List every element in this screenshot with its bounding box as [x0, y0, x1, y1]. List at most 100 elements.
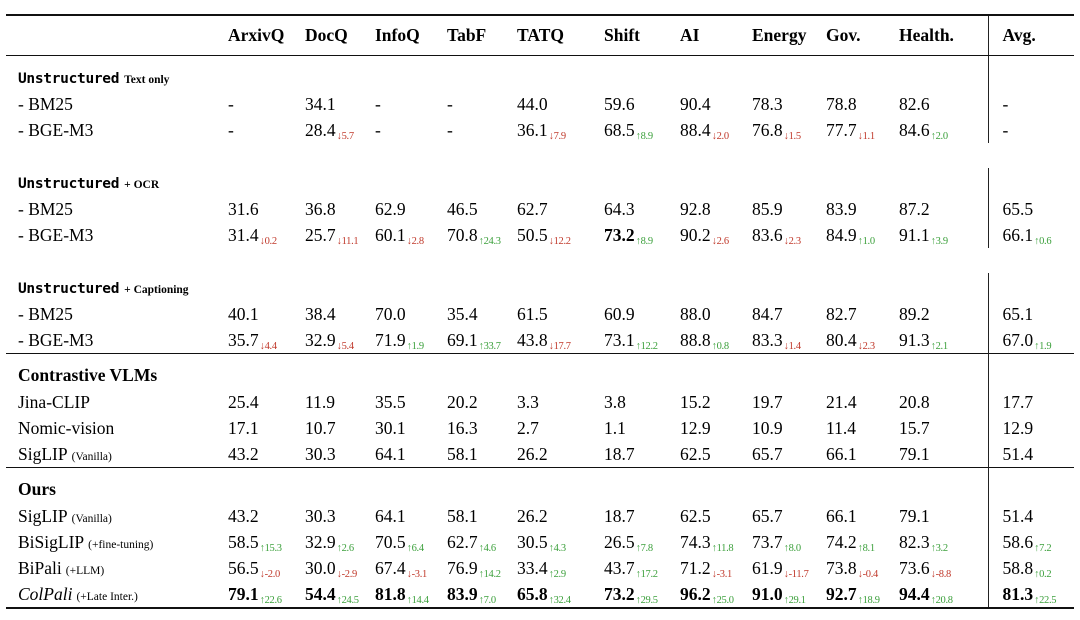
metric-value: 34.1 [305, 93, 336, 114]
value-cell-docq: 30.0↓-2.9 [305, 555, 375, 581]
metric-value: 68.5 [604, 119, 635, 140]
row-label: Jina-CLIP [18, 391, 90, 412]
metric-value: 62.7 [517, 198, 548, 219]
table-row: SigLIP (Vanilla) 43.2 30.3 64.1 58.1 26.2 18.7 6… [6, 503, 1074, 529]
column-header-tabf: TabF [447, 15, 517, 56]
value-cell-gov: 83.9 [826, 196, 899, 222]
spacer-row [6, 248, 1074, 273]
metric-value: 25.7 [305, 224, 336, 245]
empty-cell [517, 56, 604, 92]
value-cell-arxivq: 40.1 [228, 301, 305, 327]
metric-value: 73.8 [826, 557, 857, 578]
metric-value: 88.8 [680, 329, 711, 350]
empty-cell [447, 354, 517, 390]
delta-up-badge: ↑1.9 [1034, 341, 1052, 352]
row-label-cell: SigLIP (Vanilla) [6, 441, 228, 468]
column-header-arxivq: ArxivQ [228, 15, 305, 56]
delta-up-badge: ↑8.1 [857, 543, 875, 554]
empty-cell [752, 56, 826, 92]
value-cell-energy: 61.9↓-11.7 [752, 555, 826, 581]
value-cell-health: 79.1 [899, 441, 988, 468]
row-label-cell: - BGE-M3 [6, 222, 228, 248]
row-label-cell: Nomic-vision [6, 415, 228, 441]
empty-cell [305, 354, 375, 390]
value-cell-infoq: 64.1 [375, 441, 447, 468]
metric-value: 43.2 [228, 443, 259, 464]
table-block-0: Unstructured Text only - BM25 - 34.1 - - 44.0 59… [6, 55, 1074, 354]
metric-value: 83.9 [826, 198, 857, 219]
metric-value: 65.7 [752, 505, 783, 526]
delta-up-badge: ↑32.4 [548, 595, 571, 606]
metric-value: 18.7 [604, 443, 635, 464]
spacer-row [6, 143, 1074, 168]
metric-value: 51.4 [1002, 505, 1034, 526]
table-row: ColPali (+Late Inter.) 79.1↑22.6 54.4↑24.5 8… [6, 581, 1074, 608]
value-cell-avg: 51.4 [987, 441, 1074, 468]
value-cell-infoq: 70.0 [375, 301, 447, 327]
delta-down-badge: ↓1.5 [783, 131, 801, 142]
delta-up-badge: ↑7.8 [635, 543, 653, 554]
metric-value: 26.2 [517, 443, 548, 464]
empty-cell [604, 354, 680, 390]
value-cell-arxivq: 31.6 [228, 196, 305, 222]
empty-cell [447, 468, 517, 504]
metric-value: 32.9 [305, 329, 336, 350]
empty-cell [752, 168, 826, 196]
table-row: - BM25 31.6 36.8 62.9 46.5 62.7 64.3 92.8 85.9 83… [6, 196, 1074, 222]
row-label: SigLIP [18, 443, 68, 464]
metric-value: 85.9 [752, 198, 783, 219]
value-cell-shift: 43.7↑17.2 [604, 555, 680, 581]
value-cell-gov: 21.4 [826, 389, 899, 415]
metric-value: 35.5 [375, 391, 406, 412]
value-cell-energy: 65.7 [752, 503, 826, 529]
metric-value: 82.6 [899, 93, 930, 114]
delta-down-badge: ↓7.9 [548, 131, 566, 142]
value-cell-avg: 12.9 [987, 415, 1074, 441]
metric-value: 78.3 [752, 93, 783, 114]
empty-cell [987, 467, 1074, 503]
delta-up-badge: ↑22.6 [259, 595, 282, 606]
value-cell-docq: 25.7↓11.1 [305, 222, 375, 248]
row-label: - BM25 [18, 303, 73, 324]
empty-cell [752, 354, 826, 390]
value-cell-shift: 3.8 [604, 389, 680, 415]
empty-cell [228, 468, 305, 504]
value-cell-shift: 73.2↑29.5 [604, 581, 680, 608]
value-cell-docq: 32.9↑2.6 [305, 529, 375, 555]
table-block-2: Ours SigLIP (Vanilla) 43.2 30.3 64.1 58.1 26.2 1… [6, 467, 1074, 608]
value-cell-ai: 92.8 [680, 196, 752, 222]
metric-value: 2.7 [517, 417, 539, 438]
metric-value: 65.1 [1002, 303, 1034, 324]
empty-cell [899, 273, 988, 301]
section-title: Unstructured [18, 175, 120, 192]
value-cell-tabf: 20.2 [447, 389, 517, 415]
value-cell-gov: 92.7↑18.9 [826, 581, 899, 608]
delta-down-badge: ↓0.2 [259, 236, 277, 247]
metric-value: 20.2 [447, 391, 478, 412]
empty-cell [987, 55, 1074, 91]
column-header-energy: Energy [752, 15, 826, 56]
metric-value: 30.1 [375, 417, 406, 438]
value-cell-health: 20.8 [899, 389, 988, 415]
delta-down-badge: ↓5.7 [336, 131, 354, 142]
metric-value: 17.1 [228, 417, 259, 438]
metric-value: 69.1 [447, 329, 478, 350]
metric-value: 65.7 [752, 443, 783, 464]
row-label: - BGE-M3 [18, 224, 94, 245]
value-cell-infoq: - [375, 91, 447, 117]
delta-up-badge: ↑25.0 [711, 595, 734, 606]
value-cell-tabf: 76.9↑14.2 [447, 555, 517, 581]
metric-value: - [375, 93, 381, 114]
row-label-cell: BiSigLIP (+fine-tuning) [6, 529, 228, 555]
metric-value: 92.8 [680, 198, 711, 219]
metric-value: 66.1 [826, 443, 857, 464]
section-title: Unstructured [18, 70, 120, 87]
value-cell-energy: 65.7 [752, 441, 826, 468]
metric-value: 81.3 [1002, 583, 1034, 604]
empty-cell [305, 56, 375, 92]
delta-up-badge: ↑4.3 [548, 543, 566, 554]
value-cell-health: 91.3↑2.1 [899, 327, 988, 354]
metric-value: 43.8 [517, 329, 548, 350]
delta-up-badge: ↑17.2 [635, 569, 658, 580]
metric-value: 84.7 [752, 303, 783, 324]
